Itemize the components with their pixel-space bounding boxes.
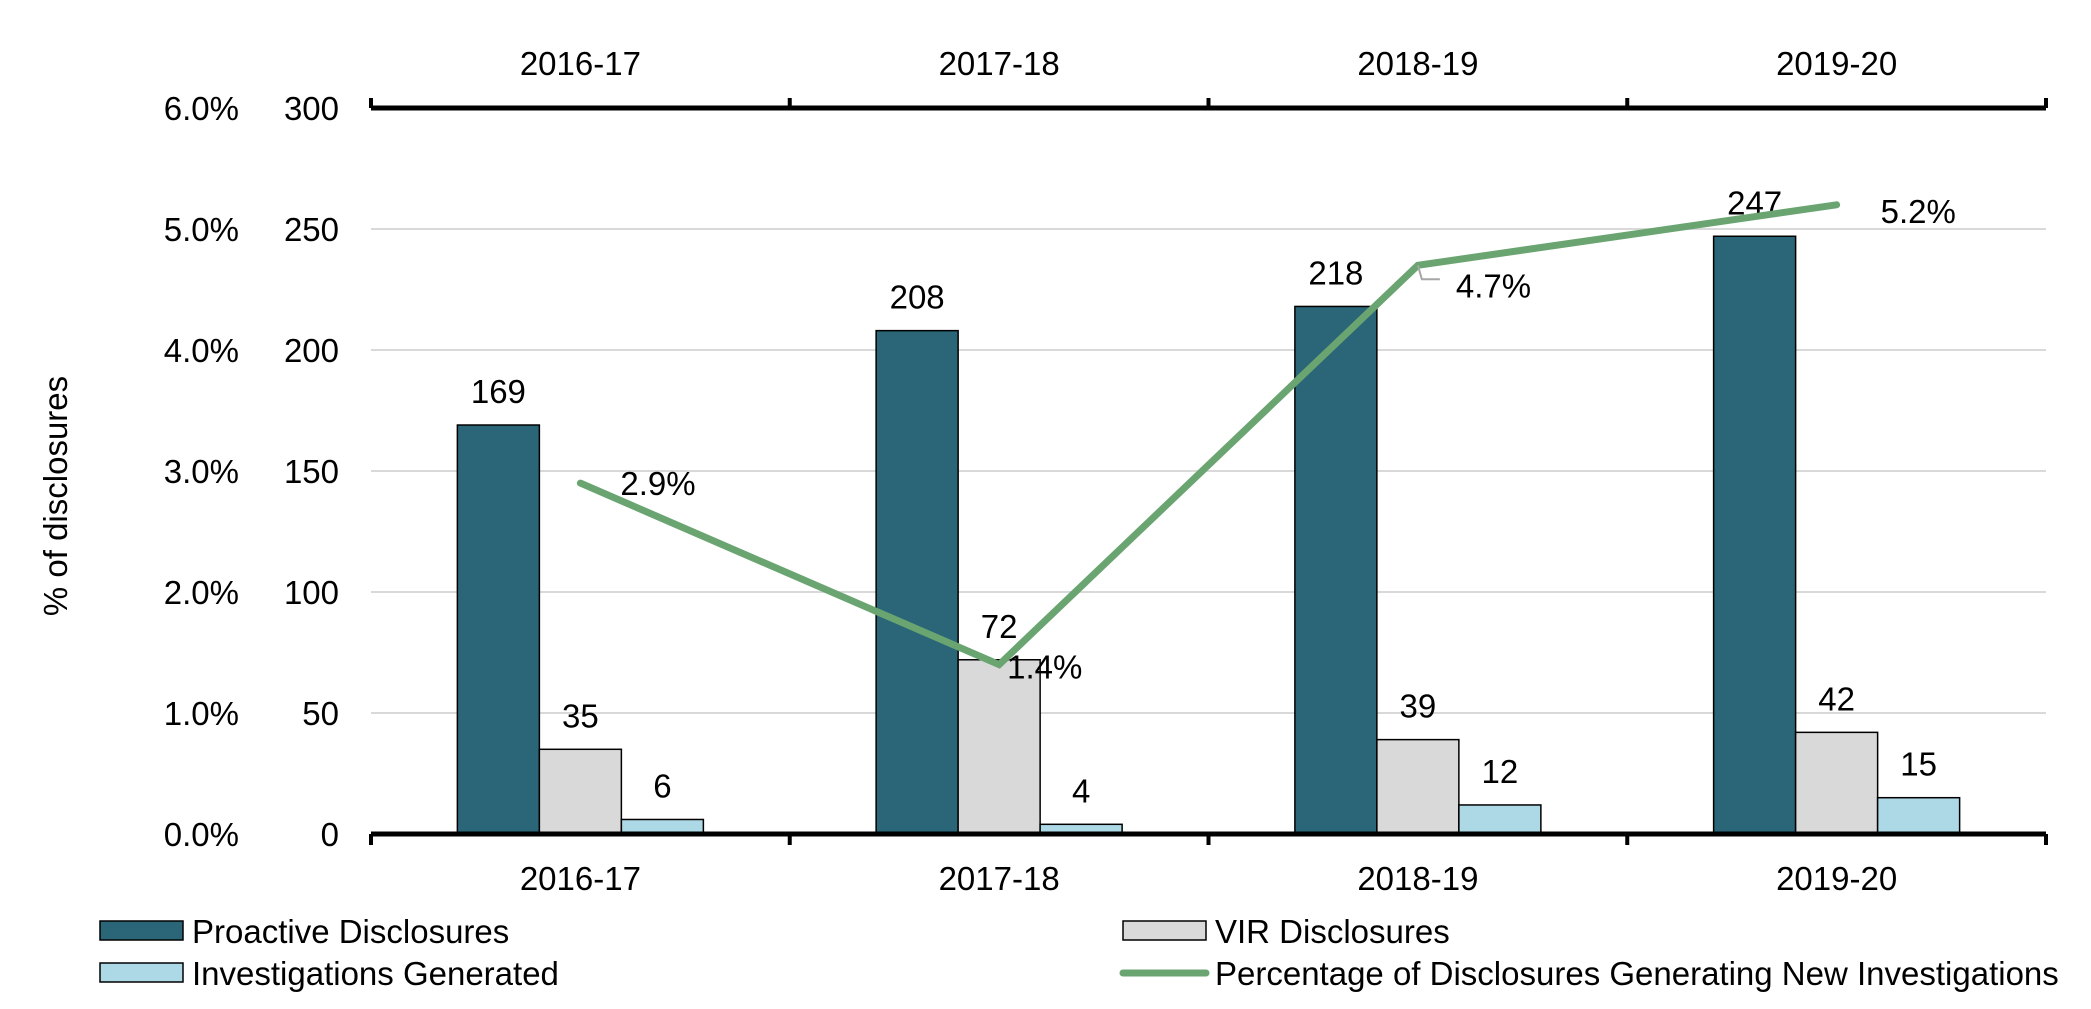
y-tick-label-count: 150 <box>284 453 339 490</box>
bar-data-label: 218 <box>1308 254 1363 291</box>
top-x-tick-label: 2018-19 <box>1357 45 1478 82</box>
y-tick-label-percent: 5.0% <box>164 211 239 248</box>
top-x-tick-label: 2017-18 <box>939 45 1060 82</box>
line-data-label: 2.9% <box>620 465 695 502</box>
x-tick-label: 2018-19 <box>1357 860 1478 897</box>
bar-data-label: 169 <box>471 373 526 410</box>
bar-vir-disclosures <box>958 660 1040 834</box>
x-tick-label: 2017-18 <box>939 860 1060 897</box>
x-tick-label: 2019-20 <box>1776 860 1897 897</box>
bar-data-label: 6 <box>653 767 671 804</box>
bar-proactive-disclosures <box>457 425 539 834</box>
bar-data-label: 39 <box>1400 688 1437 725</box>
bar-investigations-generated <box>1878 798 1960 834</box>
y-tick-label-percent: 1.0% <box>164 695 239 732</box>
line-percentage <box>580 205 1836 665</box>
bar-data-label: 35 <box>562 697 599 734</box>
legend-label: VIR Disclosures <box>1215 913 1450 950</box>
y-tick-label-count: 0 <box>321 816 339 853</box>
line-data-label: 1.4% <box>1007 649 1082 686</box>
legend-swatch <box>100 963 183 982</box>
y-tick-label-count: 300 <box>284 90 339 127</box>
bar-proactive-disclosures <box>1295 306 1377 834</box>
y-tick-label-percent: 3.0% <box>164 453 239 490</box>
y-tick-label-percent: 6.0% <box>164 90 239 127</box>
bar-proactive-disclosures <box>876 331 958 834</box>
y-tick-label-percent: 2.0% <box>164 574 239 611</box>
top-x-tick-label: 2019-20 <box>1776 45 1897 82</box>
bar-data-label: 12 <box>1482 753 1519 790</box>
bar-investigations-generated <box>1459 805 1541 834</box>
bar-proactive-disclosures <box>1714 236 1796 834</box>
legend-swatch <box>1123 921 1206 940</box>
y-tick-label-count: 250 <box>284 211 339 248</box>
y-tick-label-count: 50 <box>302 695 339 732</box>
x-tick-label: 2016-17 <box>520 860 641 897</box>
legend-label: Proactive Disclosures <box>192 913 509 950</box>
bar-data-label: 72 <box>981 608 1018 645</box>
bar-vir-disclosures <box>1796 732 1878 834</box>
bar-data-label: 15 <box>1900 746 1937 783</box>
bar-vir-disclosures <box>1377 740 1459 834</box>
bar-data-label: 208 <box>890 279 945 316</box>
y-tick-label-percent: 4.0% <box>164 332 239 369</box>
legend-label: Investigations Generated <box>192 955 559 992</box>
line-data-label: 4.7% <box>1456 267 1531 304</box>
y-tick-label-count: 100 <box>284 574 339 611</box>
y-tick-label-percent: 0.0% <box>164 816 239 853</box>
line-data-label: 5.2% <box>1881 193 1956 230</box>
y-tick-label-count: 200 <box>284 332 339 369</box>
bar-data-label: 42 <box>1818 680 1855 717</box>
bar-data-label: 4 <box>1072 772 1090 809</box>
bar-vir-disclosures <box>539 749 621 834</box>
legend-label: Percentage of Disclosures Generating New… <box>1215 955 2059 992</box>
y-axis-title: % of disclosures <box>37 376 74 616</box>
top-x-tick-label: 2016-17 <box>520 45 641 82</box>
legend-swatch <box>100 921 183 940</box>
